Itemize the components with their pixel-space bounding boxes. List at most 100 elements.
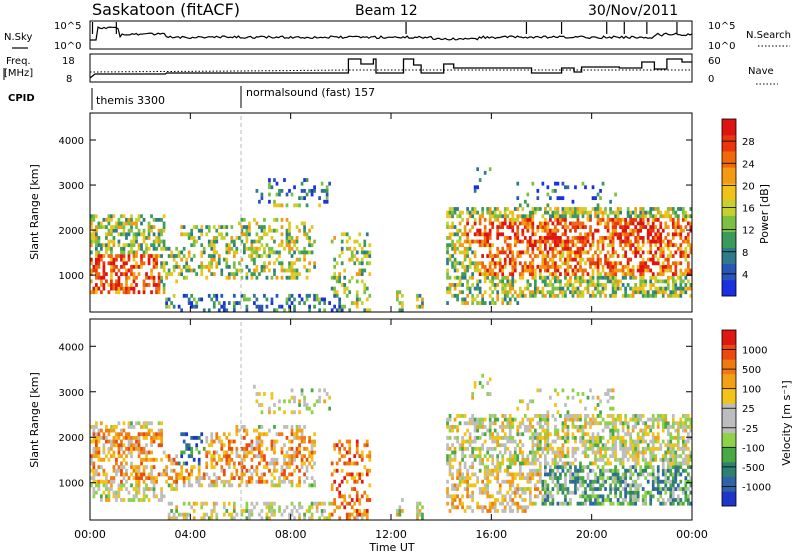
velocity-cell	[115, 498, 118, 502]
velocity-cell	[185, 447, 188, 451]
power-cell	[511, 214, 514, 218]
velocity-cell	[486, 465, 489, 469]
power-cell	[266, 298, 269, 302]
power-cell	[504, 214, 507, 218]
power-cell	[567, 185, 570, 189]
power-cell	[268, 178, 271, 182]
velocity-cell	[183, 502, 186, 506]
velocity-cell	[348, 494, 351, 498]
velocity-cell	[562, 429, 565, 433]
power-cell	[549, 236, 552, 240]
velocity-cell	[521, 487, 524, 491]
power-cell	[669, 265, 672, 269]
power-cell	[607, 243, 610, 247]
freq-left-tick-top: 18	[62, 56, 75, 67]
velocity-cell	[652, 494, 655, 498]
power-cell	[496, 207, 499, 211]
velocity-cell	[479, 436, 482, 440]
velocity-cell	[569, 472, 572, 476]
power-cell	[634, 225, 637, 229]
velocity-cell	[308, 451, 311, 455]
power-cell	[273, 203, 276, 207]
power-cell	[687, 265, 690, 269]
power-cell	[617, 222, 620, 226]
power-cell	[559, 254, 562, 258]
velocity-cell	[331, 502, 334, 506]
velocity-cell	[150, 421, 153, 425]
velocity-cell	[624, 432, 627, 436]
velocity-cell	[519, 421, 522, 425]
power-cell	[624, 225, 627, 229]
power-cell	[617, 254, 620, 258]
power-cell	[569, 214, 572, 218]
power-cell	[93, 214, 96, 218]
velocity-cell	[619, 447, 622, 451]
velocity-cell	[200, 432, 203, 436]
velocity-cell	[293, 458, 296, 462]
velocity-cell	[592, 440, 595, 444]
velocity-cell	[303, 447, 306, 451]
power-cell	[612, 211, 615, 215]
velocity-cell	[657, 421, 660, 425]
velocity-cell	[461, 447, 464, 451]
velocity-cell	[160, 494, 163, 498]
velocity-cell	[251, 480, 254, 484]
velocity-cell	[316, 399, 319, 403]
power-cell	[511, 276, 514, 280]
power-cell	[501, 214, 504, 218]
velocity-cell	[519, 494, 522, 498]
velocity-cell	[160, 487, 163, 491]
velocity-cell	[175, 487, 178, 491]
velocity-cell	[516, 483, 519, 487]
power-cell	[669, 269, 672, 273]
velocity-cell	[554, 465, 557, 469]
velocity-cell	[311, 451, 314, 455]
power-cell	[100, 254, 103, 258]
velocity-cell	[612, 440, 615, 444]
power-cell	[466, 236, 469, 240]
power-cell	[118, 218, 121, 222]
velocity-cell	[263, 432, 266, 436]
power-cell	[103, 283, 106, 287]
power-cell	[471, 240, 474, 244]
power-cell	[509, 279, 512, 283]
power-cell	[293, 305, 296, 309]
power-cell	[552, 236, 555, 240]
power-cell	[361, 258, 364, 262]
velocity-cell	[494, 505, 497, 509]
power-cell	[165, 247, 168, 251]
velocity-cell	[130, 454, 133, 458]
power-cell	[173, 294, 176, 298]
power-cell	[143, 261, 146, 265]
velocity-cell	[143, 494, 146, 498]
velocity-cell	[356, 447, 359, 451]
power-cell	[108, 218, 111, 222]
velocity-cell	[321, 509, 324, 513]
velocity-cell	[446, 436, 449, 440]
velocity-cell	[233, 476, 236, 480]
velocity-cell	[138, 421, 141, 425]
power-cell	[547, 283, 550, 287]
power-cell	[108, 214, 111, 218]
power-cell	[479, 243, 482, 247]
velocity-cell	[564, 502, 567, 506]
power-cell	[218, 254, 221, 258]
power-cell	[572, 269, 575, 273]
velocity-cell	[644, 498, 647, 502]
power-cell	[113, 240, 116, 244]
velocity-cell	[557, 410, 560, 414]
velocity-cell	[170, 476, 173, 480]
power-cell	[542, 287, 545, 291]
power-cell	[103, 261, 106, 265]
power-cell	[589, 225, 592, 229]
power-cell	[667, 240, 670, 244]
velocity-cell	[589, 388, 592, 392]
power-cell	[526, 247, 529, 251]
power-cell	[644, 294, 647, 298]
power-cell	[489, 254, 492, 258]
power-cell	[273, 218, 276, 222]
velocity-cell	[173, 513, 176, 517]
power-cell	[491, 258, 494, 262]
velocity-cell	[469, 436, 472, 440]
velocity-cell	[632, 491, 635, 495]
